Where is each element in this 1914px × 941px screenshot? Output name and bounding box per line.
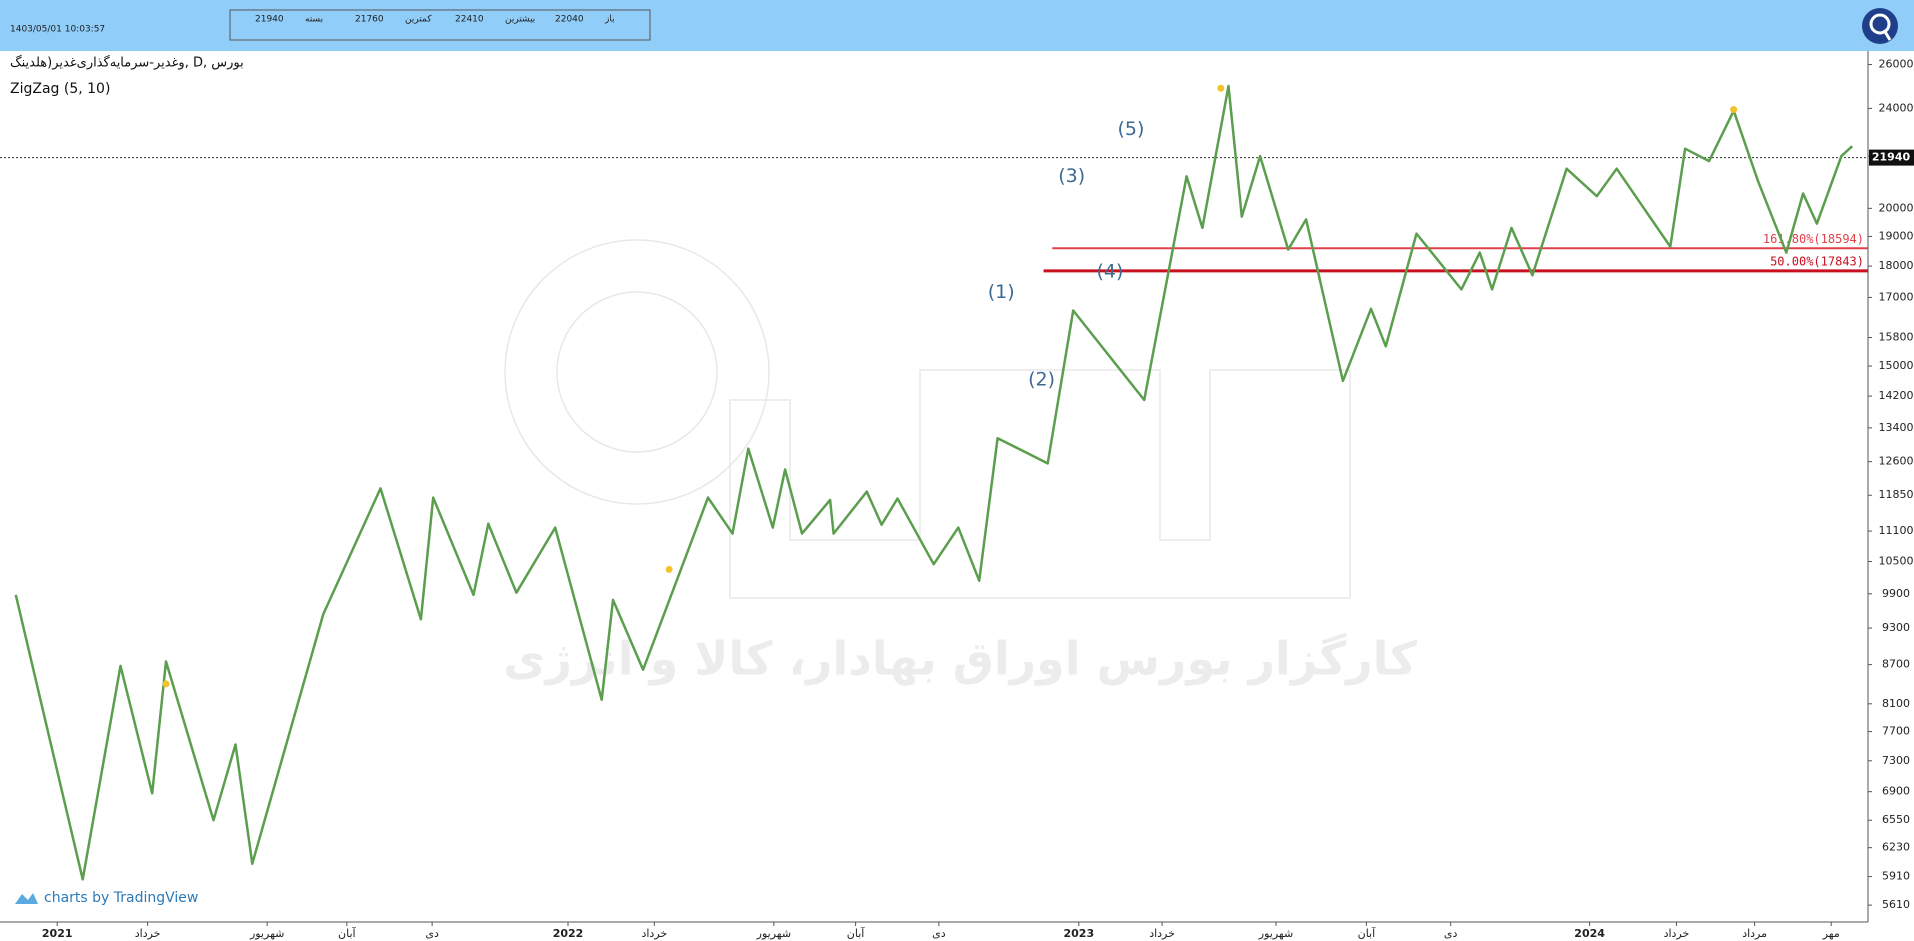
x-tick-label: 2022 bbox=[553, 927, 584, 940]
wave-label: (4) bbox=[1097, 261, 1124, 283]
x-tick-label: آبان bbox=[338, 926, 356, 940]
y-tick-label: 15000 bbox=[1879, 359, 1914, 372]
wave-label: (2) bbox=[1028, 369, 1055, 391]
y-tick-label: 26000 bbox=[1879, 58, 1914, 71]
ohlc-value: 21940 bbox=[255, 15, 284, 25]
pivot-marker bbox=[1730, 106, 1738, 114]
y-tick-label: 9300 bbox=[1882, 621, 1910, 634]
y-tick-label: 24000 bbox=[1879, 101, 1914, 114]
x-tick-label: 2024 bbox=[1574, 927, 1605, 940]
y-tick-label: 6900 bbox=[1882, 785, 1910, 798]
x-tick-label: 2023 bbox=[1063, 927, 1094, 940]
y-tick-label: 17000 bbox=[1879, 290, 1914, 303]
zigzag-line bbox=[14, 84, 1854, 881]
credit-text: charts by TradingView bbox=[44, 890, 198, 906]
ohlc-label: باز bbox=[604, 15, 615, 25]
chart-title: وغدیر-سرمایه‌گذاری‌غدیر(هلدینگ, D, بورس bbox=[10, 55, 244, 71]
ohlc-box bbox=[229, 9, 651, 41]
y-tick-label: 9900 bbox=[1882, 587, 1910, 600]
y-tick-label: 12600 bbox=[1879, 455, 1914, 468]
y-tick-label: 6550 bbox=[1882, 813, 1910, 826]
y-tick-label: 7300 bbox=[1882, 754, 1910, 767]
wave-label: (1) bbox=[988, 281, 1015, 303]
y-tick-label: 8700 bbox=[1882, 658, 1910, 671]
header-bar bbox=[0, 0, 1914, 51]
fib-label: 50.00%(17843) bbox=[1770, 254, 1864, 268]
x-tick-label: خرداد bbox=[641, 927, 667, 940]
x-tick-label: دی bbox=[1444, 927, 1458, 940]
pivot-marker bbox=[162, 680, 170, 688]
ohlc-value: 22410 bbox=[455, 15, 484, 25]
pivot-marker bbox=[1217, 84, 1225, 92]
wave-label: (5) bbox=[1117, 118, 1144, 140]
ohlc-value: 21760 bbox=[355, 15, 384, 25]
y-tick-label: 10500 bbox=[1879, 555, 1914, 568]
indicator-label: ZigZag (5, 10) bbox=[10, 81, 110, 97]
y-tick-label: 5910 bbox=[1882, 870, 1910, 883]
watermark-text: کارگزار بورس اوراق بهادار، کالا و انرژی bbox=[503, 632, 1417, 686]
y-tick-label: 6230 bbox=[1882, 841, 1910, 854]
x-tick-label: شهریور bbox=[1258, 927, 1293, 940]
x-tick-label: مرداد bbox=[1742, 927, 1767, 940]
ohlc-label: بسته bbox=[305, 15, 323, 25]
y-tick-label: 8100 bbox=[1882, 697, 1910, 710]
x-tick-label: دی bbox=[425, 927, 439, 940]
y-tick-label: 11850 bbox=[1879, 488, 1914, 501]
x-tick-label: خرداد bbox=[1664, 927, 1690, 940]
x-tick-label: آبان bbox=[1358, 926, 1376, 940]
y-tick-label: 15800 bbox=[1879, 331, 1914, 344]
ohlc-label: بیشترین bbox=[505, 15, 535, 25]
y-tick-label: 7700 bbox=[1882, 725, 1910, 738]
x-tick-label: دی bbox=[932, 927, 946, 940]
x-tick-label: خرداد bbox=[135, 927, 161, 940]
y-tick-label: 14200 bbox=[1879, 389, 1914, 402]
x-tick-label: مهر bbox=[1822, 927, 1840, 940]
y-tick-label: 5610 bbox=[1882, 898, 1910, 911]
last-price-box bbox=[1869, 149, 1914, 166]
logo bbox=[1862, 8, 1898, 44]
header-datetime: 1403/05/01 10:03:57 bbox=[10, 25, 105, 35]
x-tick-label: 2021 bbox=[42, 927, 73, 940]
y-tick-label: 20000 bbox=[1879, 201, 1914, 214]
last-price-label: 21940 bbox=[1872, 151, 1911, 164]
x-tick-label: خرداد bbox=[1149, 927, 1175, 940]
pivot-marker bbox=[665, 565, 673, 573]
x-tick-label: شهریور bbox=[249, 927, 284, 940]
credit: charts by TradingView bbox=[15, 890, 198, 906]
y-tick-label: 18000 bbox=[1879, 259, 1914, 272]
x-tick-label: شهریور bbox=[756, 927, 791, 940]
wave-label: (3) bbox=[1058, 165, 1085, 187]
y-tick-label: 19000 bbox=[1879, 229, 1914, 242]
ohlc-value: 22040 bbox=[555, 15, 584, 25]
ohlc-label: کمترین bbox=[405, 15, 432, 25]
y-tick-label: 13400 bbox=[1879, 421, 1914, 434]
y-tick-label: 11100 bbox=[1879, 524, 1914, 537]
watermark-logo bbox=[504, 239, 1351, 599]
x-tick-label: آبان bbox=[847, 926, 865, 940]
